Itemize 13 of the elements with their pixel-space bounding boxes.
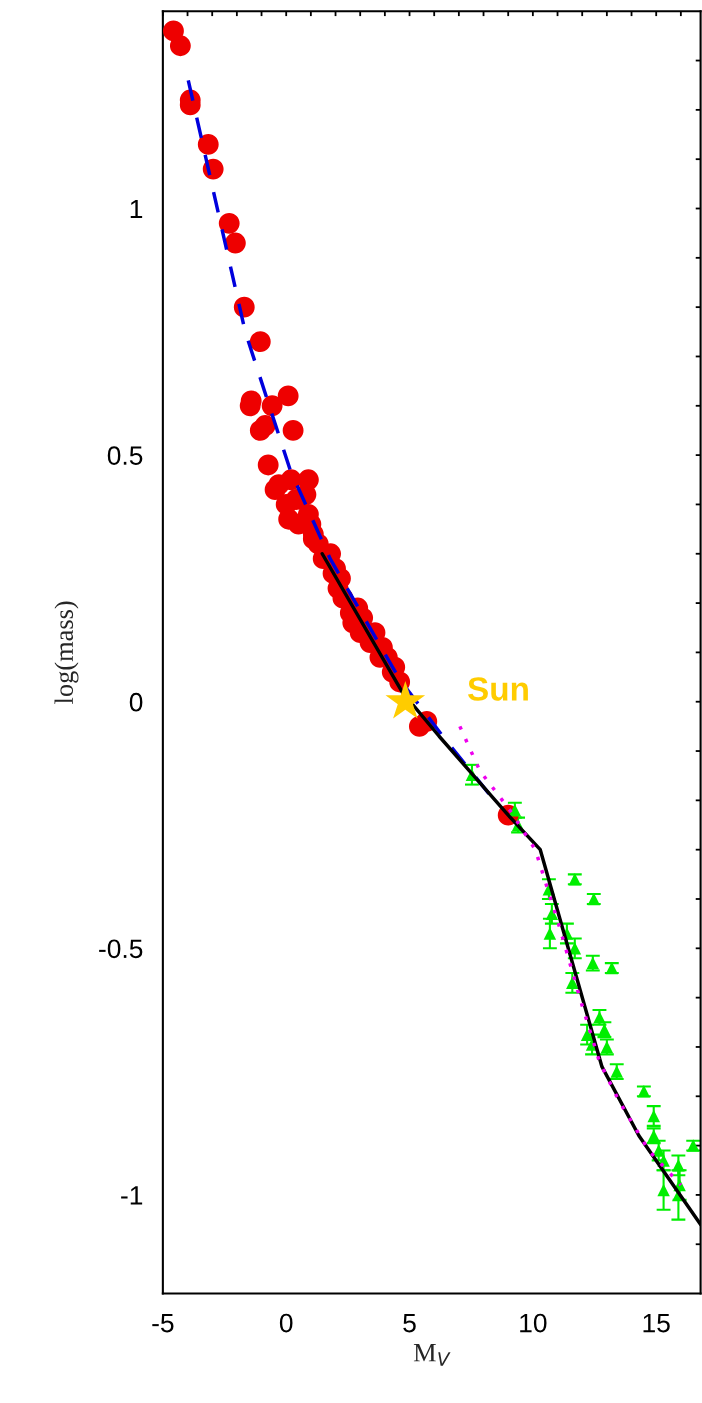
y-tick-label: 0 [129,692,143,712]
series-label: Sun [467,677,528,701]
x-axis-title: M$_{V}$ [413,1344,451,1366]
x-tick-label: 5 [403,1313,416,1333]
x-tick-label: 10 [520,1313,547,1333]
y-tick-label: 1 [130,199,143,219]
y-tick-label: -1 [121,1186,143,1205]
y-tick-label: -0.5 [99,939,143,959]
x-tick-label: 15 [643,1313,670,1333]
x-tick-label: -5 [152,1313,174,1333]
y-axis-title: log(mass) [54,601,79,704]
y-tick-label: 0.5 [107,446,143,465]
x-tick-label: 0 [279,1313,293,1333]
